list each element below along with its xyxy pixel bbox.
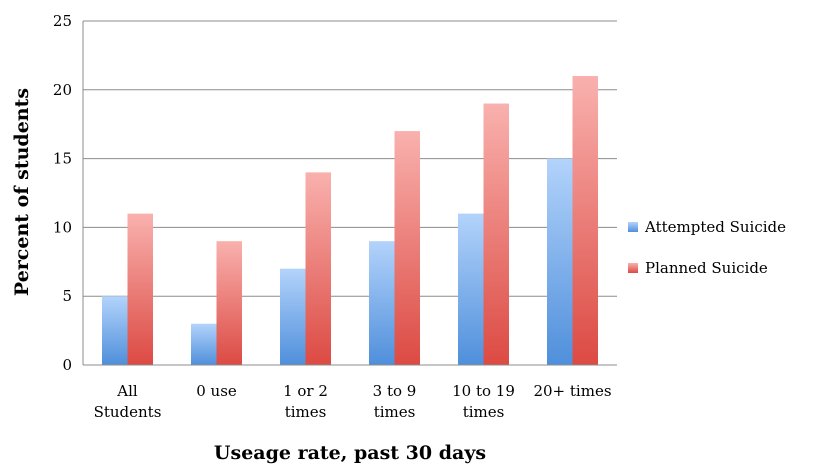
gridlines [83, 20, 617, 297]
x-tick-label: 3 to 9 [373, 382, 417, 400]
legend-label: Planned Suicide [645, 259, 768, 277]
bar [572, 76, 598, 365]
bar [369, 241, 395, 365]
axes: 0 5 10 15 20 25 All Students 0 use 1 or 2 times 3 t… [53, 12, 617, 421]
x-tick-label: 1 or 2 [283, 382, 328, 400]
x-tick-label: 10 to 19 [452, 382, 515, 400]
bar [305, 172, 331, 365]
y-tick-label: 0 [62, 356, 72, 374]
x-tick-label: times [374, 403, 416, 421]
y-tick-label: 5 [62, 287, 72, 305]
legend: Attempted Suicide Planned Suicide [628, 218, 786, 277]
y-tick-label: 20 [53, 81, 72, 99]
x-tick-label: 0 use [196, 382, 237, 400]
x-tick-label: All [116, 382, 138, 400]
y-tick-label: 10 [53, 218, 72, 236]
bar [280, 268, 306, 365]
bar [547, 158, 573, 365]
bar [483, 103, 509, 365]
legend-swatch [628, 263, 638, 273]
y-tick-label: 25 [53, 12, 72, 30]
x-tick-label: times [463, 403, 505, 421]
x-tick-label: times [285, 403, 327, 421]
bar [394, 131, 420, 365]
bar [191, 323, 217, 365]
x-axis-title: Useage rate, past 30 days [214, 442, 486, 464]
bar [458, 213, 484, 365]
y-axis-title: Percent of students [11, 88, 33, 296]
bars [102, 76, 598, 365]
x-tick-label: Students [94, 403, 162, 421]
y-tick-label: 15 [53, 150, 72, 168]
legend-swatch [628, 222, 638, 232]
x-tick-label: 20+ times [533, 382, 611, 400]
bar [127, 213, 153, 365]
bar [216, 241, 242, 365]
bar [102, 296, 128, 365]
legend-label: Attempted Suicide [644, 218, 786, 236]
